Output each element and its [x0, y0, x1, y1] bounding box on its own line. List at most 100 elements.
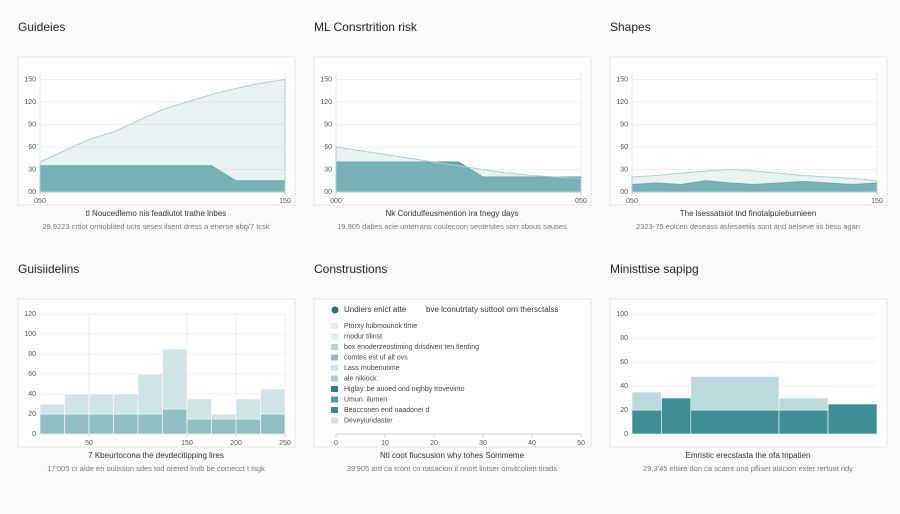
bar	[39, 413, 65, 435]
y-tick-label: 120	[24, 99, 36, 106]
y-tick-label: 90	[620, 121, 628, 128]
y-tick-label: 120	[616, 99, 628, 106]
y-tick-label: 40	[28, 391, 36, 398]
bar	[211, 413, 237, 420]
bullet	[331, 306, 339, 314]
caption: 29,3'45 eltiire don ca scamt ono pfliset…	[643, 464, 853, 473]
x-tick-label: 20	[430, 440, 438, 447]
bar	[778, 409, 829, 435]
x-tick-label: 10	[381, 440, 389, 447]
list-item: Deveyiundaster	[344, 417, 393, 424]
bar	[827, 403, 878, 435]
bar	[690, 376, 780, 411]
bar	[64, 393, 90, 415]
bar	[778, 397, 829, 411]
panel-title: Ministtise sapipg	[610, 262, 699, 276]
panel-title: Guisiidelins	[18, 262, 79, 276]
bar	[137, 373, 163, 415]
bar	[162, 348, 188, 410]
caption: 29,9223 crtiot ornioblited ucts seses il…	[42, 222, 269, 231]
swatch	[331, 407, 338, 413]
list-header: bve lconutrtaty suttoot orn thersctalss	[426, 305, 559, 314]
bar	[235, 398, 261, 420]
y-tick-label: 60	[28, 144, 36, 151]
area	[335, 161, 582, 193]
bar	[186, 418, 212, 435]
bar	[113, 413, 139, 435]
list-item: Ptorxy fuibmounok tlme	[344, 323, 417, 330]
list-item: Umun. ilumen	[344, 396, 387, 403]
bar	[661, 397, 692, 435]
x-tick-label: 150	[279, 198, 291, 205]
x-tick-label: 30	[479, 440, 487, 447]
list-item: Higlay..be auoed ond nighby trovevinto	[344, 386, 465, 393]
x-tick-label: 50	[577, 440, 585, 447]
area	[631, 168, 878, 193]
y-tick-label: 30	[324, 166, 332, 173]
y-tick-label: 80	[620, 335, 628, 342]
bar	[211, 418, 237, 435]
y-tick-label: 100	[616, 311, 628, 318]
bar	[39, 403, 65, 415]
caption: tl Noucedlemo nis feadiutot trathe lnbes	[86, 209, 227, 218]
caption: Ntl coot fiucsusion why tohes Sommeme	[380, 451, 525, 460]
y-tick-label: 150	[24, 76, 36, 83]
area	[335, 146, 582, 193]
caption: 19,905 daltes acie unterrans coulecoon s…	[337, 222, 567, 231]
y-tick-label: 100	[24, 331, 36, 338]
x-tick-label: 050	[575, 198, 587, 205]
panel-frame	[313, 298, 592, 448]
caption: Nk Coridulfeusmention ira tnegy days	[386, 209, 519, 218]
area	[39, 78, 286, 193]
bar	[162, 408, 188, 435]
y-tick-label: 30	[28, 166, 36, 173]
y-tick-label: 150	[320, 76, 332, 83]
y-tick-label: 90	[28, 121, 36, 128]
bar	[631, 409, 662, 435]
x-tick-label: 000	[330, 198, 342, 205]
list-item: rnodur tilinst	[344, 333, 382, 340]
bar	[64, 413, 90, 435]
y-tick-label: 20	[28, 411, 36, 418]
y-tick-label: 30	[620, 166, 628, 173]
caption: 2323-75 eolcen deseass asfesaetiis sont …	[636, 222, 860, 231]
swatch	[331, 375, 338, 382]
list-item: ale nikiock	[344, 375, 377, 382]
swatch	[331, 323, 338, 329]
bar	[690, 409, 780, 435]
bar	[88, 413, 114, 435]
caption: 7 Kbeurtocona the devdecitipping lires	[88, 451, 224, 460]
x-tick-label: 150	[181, 440, 193, 447]
panel-title: ML Consrtrition risk	[314, 20, 418, 34]
y-tick-label: 120	[320, 99, 332, 106]
y-tick-label: 00	[620, 189, 628, 196]
x-tick-label: 250	[279, 440, 291, 447]
y-tick-label: 0	[32, 431, 36, 438]
y-tick-label: 00	[28, 189, 36, 196]
y-tick-label: 00	[324, 189, 332, 196]
bar	[631, 391, 662, 411]
y-tick-label: 80	[28, 351, 36, 358]
bar	[88, 393, 114, 415]
y-tick-label: 60	[324, 144, 332, 151]
caption: 39'905 ard ca tcont cn nasacion il nnort…	[347, 464, 558, 473]
swatch	[331, 333, 338, 340]
x-tick-label: 150	[871, 198, 883, 205]
caption: 17'005 cr alde en oulisson sdes tod orer…	[47, 464, 265, 473]
y-tick-label: 60	[620, 359, 628, 366]
y-tick-label: 150	[616, 76, 628, 83]
y-tick-label: 60	[620, 144, 628, 151]
panel-title: Shapes	[610, 20, 651, 34]
y-tick-label: 0	[624, 431, 628, 438]
x-tick-label: 200	[230, 440, 242, 447]
x-tick-label: 40	[528, 440, 536, 447]
area	[39, 165, 286, 193]
bar	[186, 398, 212, 420]
bar	[260, 413, 286, 435]
swatch	[331, 386, 338, 392]
list-item: comtes est uf alt ovs	[344, 354, 408, 361]
swatch	[331, 365, 338, 371]
y-tick-label: 90	[324, 121, 332, 128]
